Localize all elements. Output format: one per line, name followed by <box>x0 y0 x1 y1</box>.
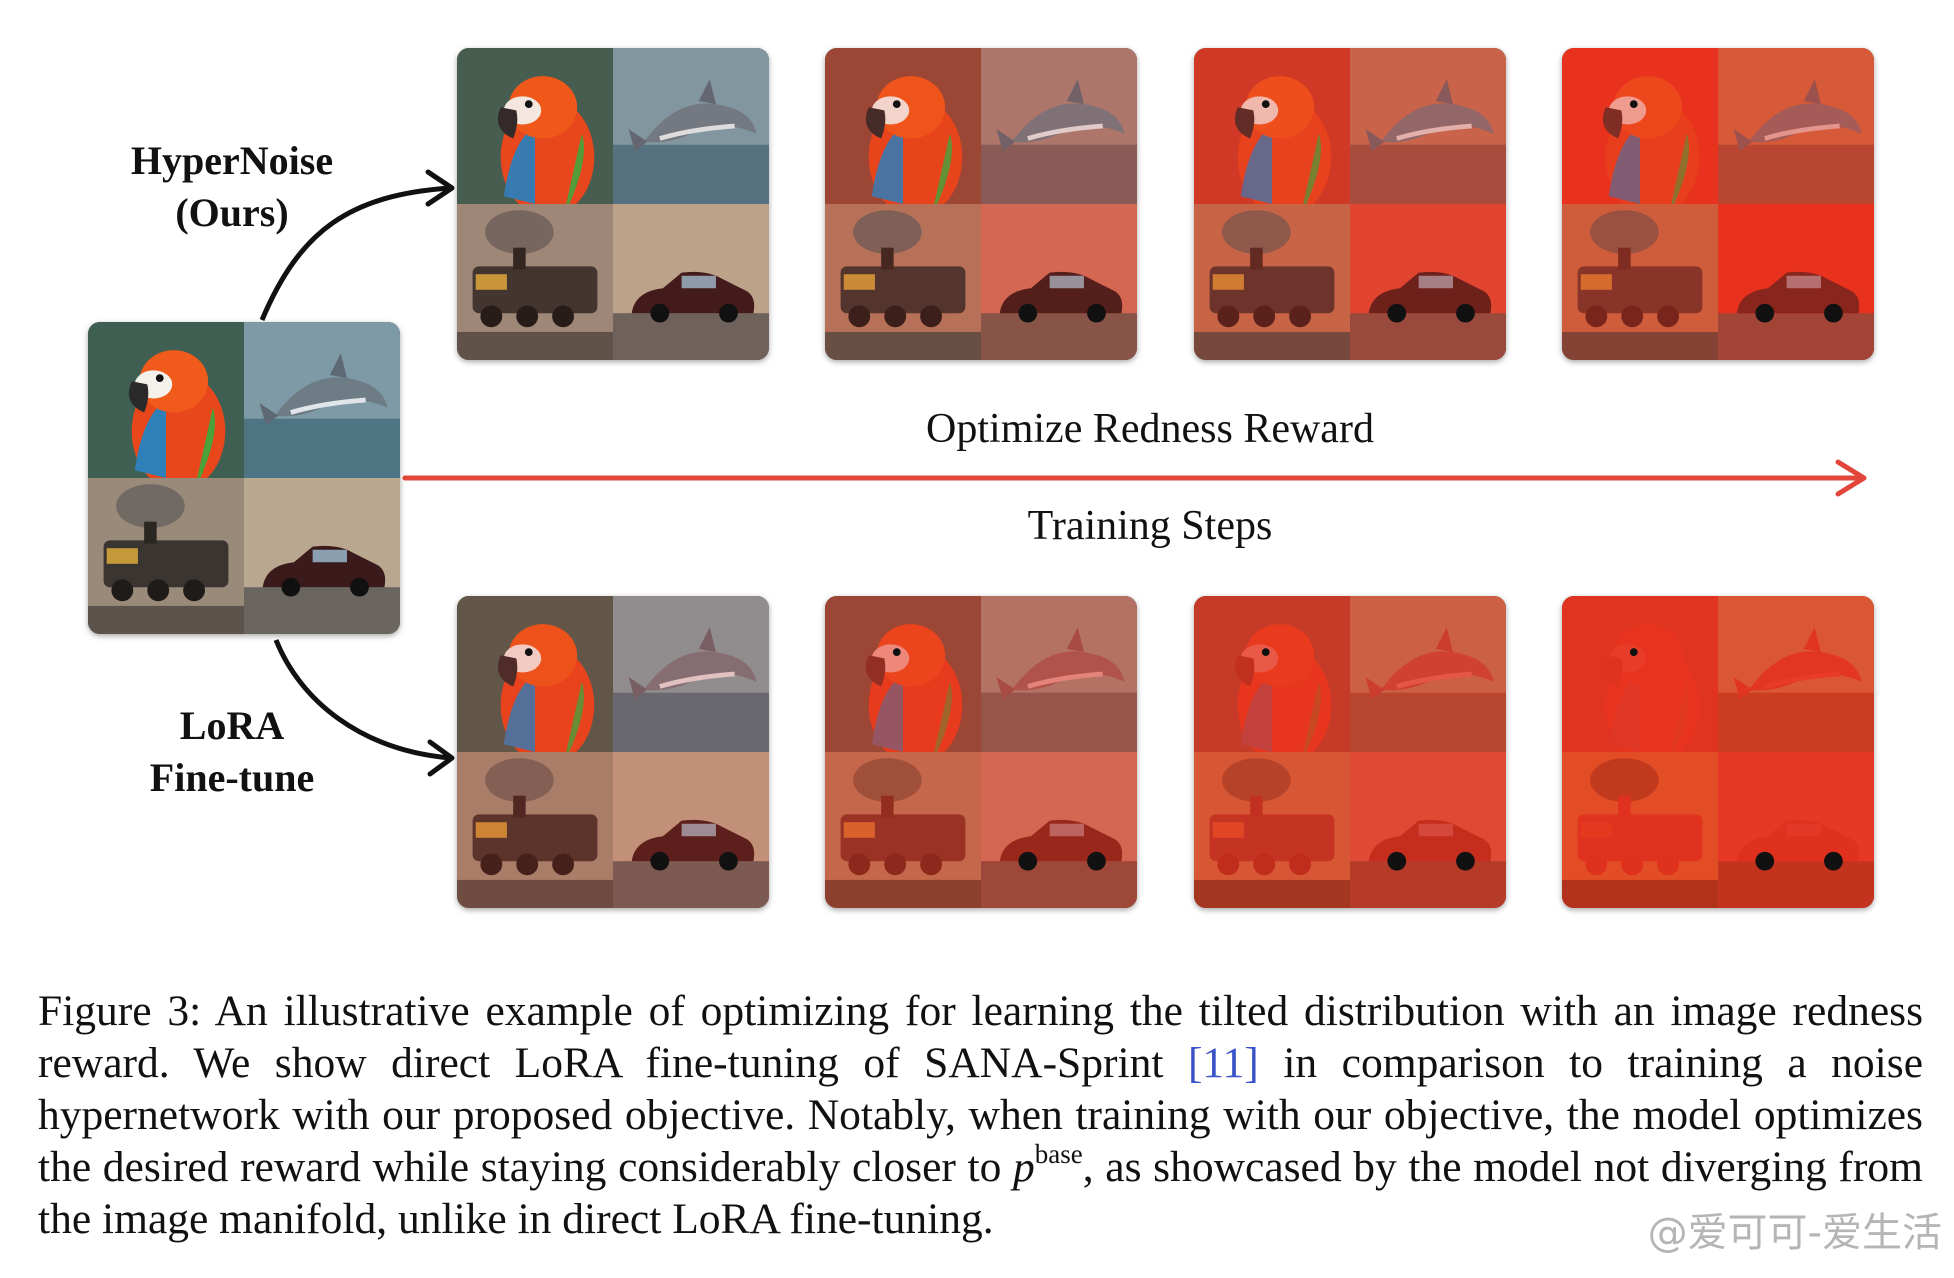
steam-train-icon <box>1194 752 1350 908</box>
parrot-icon <box>1194 596 1350 752</box>
parrot-icon <box>825 48 981 204</box>
steam-train-icon <box>457 752 613 908</box>
dolphin-icon <box>1718 48 1874 204</box>
steam-train-icon <box>825 204 981 360</box>
citation-link[interactable]: [11] <box>1187 1039 1259 1087</box>
lora-step-3-grid <box>1194 596 1506 908</box>
steam-train-icon <box>1562 204 1718 360</box>
car-icon <box>1350 204 1506 360</box>
steam-train-icon <box>825 752 981 908</box>
car-icon <box>981 752 1137 908</box>
lora-step-1-grid <box>457 596 769 908</box>
arrowhead-top <box>425 169 455 207</box>
parrot-icon <box>825 596 981 752</box>
car-icon <box>244 478 400 634</box>
car-icon <box>981 204 1137 360</box>
figure-caption: Figure 3: An illustrative example of opt… <box>38 987 1923 1243</box>
parrot-icon <box>1194 48 1350 204</box>
hypernoise-step-4-grid <box>1562 48 1874 360</box>
dolphin-icon <box>981 596 1137 752</box>
training-axis-arrowhead <box>1835 459 1867 497</box>
hypernoise-step-3-grid <box>1194 48 1506 360</box>
steam-train-icon <box>88 478 244 634</box>
car-icon <box>613 204 769 360</box>
parrot-icon <box>1562 48 1718 204</box>
training-steps-text: Training Steps <box>1027 503 1273 549</box>
optimize-redness-text: Optimize Redness Reward <box>926 406 1374 452</box>
car-icon <box>613 752 769 908</box>
lora-step-4-grid <box>1562 596 1874 908</box>
parrot-icon <box>1562 596 1718 752</box>
watermark: @爱可可-爱生活 <box>1647 1210 1942 1256</box>
arrowhead-bottom <box>427 739 455 777</box>
steam-train-icon <box>457 204 613 360</box>
lora-step-2-grid <box>825 596 1137 908</box>
dolphin-icon <box>1718 596 1874 752</box>
dolphin-icon <box>613 596 769 752</box>
dolphin-icon <box>244 322 400 478</box>
car-icon <box>1718 204 1874 360</box>
parrot-icon <box>457 48 613 204</box>
lora-finetune-label: LoRA Fine-tune <box>149 703 315 800</box>
dolphin-icon <box>1350 48 1506 204</box>
car-icon <box>1718 752 1874 908</box>
dolphin-icon <box>613 48 769 204</box>
car-icon <box>1350 752 1506 908</box>
hypernoise-label: HyperNoise (Ours) <box>130 138 334 235</box>
hypernoise-step-2-grid <box>825 48 1137 360</box>
dolphin-icon <box>1350 596 1506 752</box>
base-samples-grid <box>88 322 400 634</box>
steam-train-icon <box>1562 752 1718 908</box>
steam-train-icon <box>1194 204 1350 360</box>
parrot-icon <box>88 322 244 478</box>
hypernoise-step-1-grid <box>457 48 769 360</box>
dolphin-icon <box>981 48 1137 204</box>
parrot-icon <box>457 596 613 752</box>
